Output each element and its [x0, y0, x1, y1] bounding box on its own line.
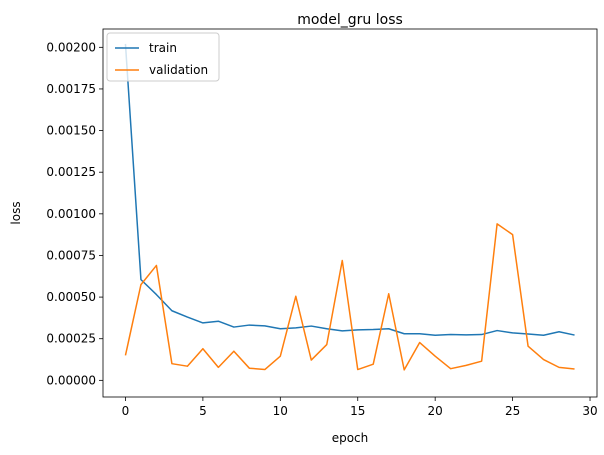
y-axis-label: loss	[9, 201, 23, 224]
series-line-train	[124, 43, 575, 336]
legend-label-validation: validation	[149, 63, 208, 77]
x-tick-label: 0	[122, 404, 130, 418]
series-layer	[124, 43, 575, 371]
x-axis: 0 5 10 15 20 25 30	[122, 397, 598, 418]
y-tick-label: 0.00075	[46, 248, 96, 262]
axes-frame	[102, 28, 598, 398]
legend-label-train: train	[149, 41, 177, 55]
y-tick-label: 0.00150	[46, 124, 96, 138]
y-tick-label: 0.00000	[46, 373, 96, 387]
x-tick-label: 5	[199, 404, 207, 418]
y-tick-label: 0.00175	[46, 82, 96, 96]
legend-box	[106, 32, 220, 82]
y-tick-label: 0.00025	[46, 332, 96, 346]
legend: train validation	[106, 32, 220, 82]
x-tick-label: 20	[428, 404, 443, 418]
x-tick-label: 25	[505, 404, 520, 418]
series-line-validation	[124, 223, 575, 371]
x-tick-label: 10	[273, 404, 288, 418]
y-tick-label: 0.00050	[46, 290, 96, 304]
x-tick-label: 15	[350, 404, 365, 418]
y-tick-label: 0.00100	[46, 207, 96, 221]
chart-title: model_gru loss	[297, 12, 403, 28]
x-axis-label: epoch	[332, 431, 369, 445]
x-tick-label: 30	[582, 404, 597, 418]
y-tick-label: 0.00200	[46, 40, 96, 54]
y-tick-label: 0.00125	[46, 165, 96, 179]
y-axis: 0.00000 0.00025 0.00050 0.00075 0.00100 0.001…	[46, 40, 103, 387]
